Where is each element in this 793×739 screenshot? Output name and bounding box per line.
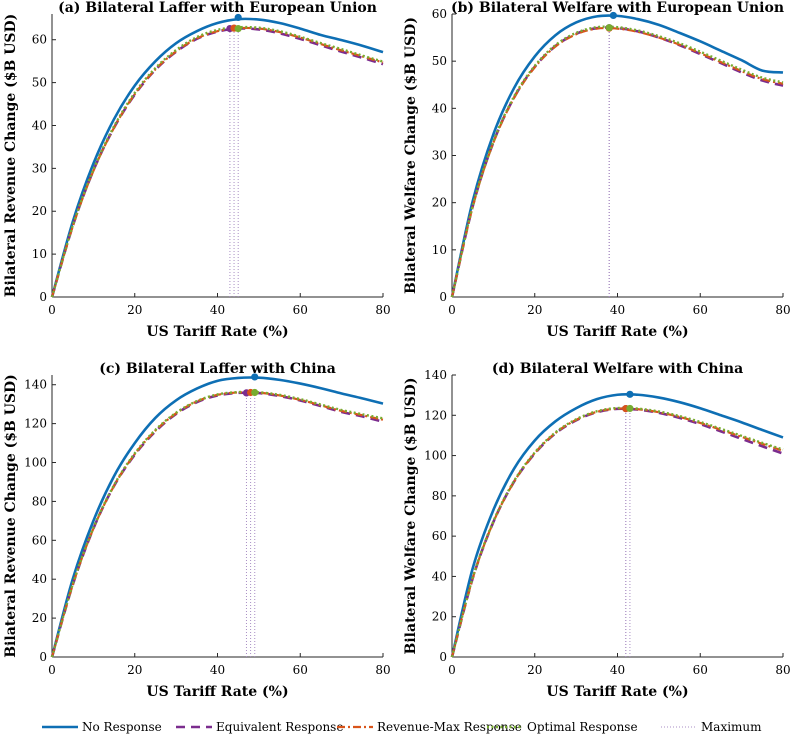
peak-marker-no-response <box>626 390 634 398</box>
legend-label: Revenue-Max Response <box>377 720 522 734</box>
y-tick-label: 120 <box>424 408 447 422</box>
y-tick-label: 100 <box>424 449 447 463</box>
x-axis-label: US Tariff Rate (%) <box>546 324 688 340</box>
series-line-optimal-response <box>50 390 384 658</box>
series-line-revenue-max-response <box>50 391 384 658</box>
x-tick-label: 20 <box>127 663 142 677</box>
series-line-revenue-max-response <box>450 26 784 298</box>
series-line-revenue-max-response <box>50 26 384 298</box>
y-tick-label: 20 <box>432 610 447 624</box>
x-tick-label: 60 <box>293 303 308 317</box>
y-tick-label: 10 <box>32 247 47 261</box>
y-tick-label: 0 <box>39 290 47 304</box>
y-tick-label: 0 <box>439 290 447 304</box>
y-tick-label: 60 <box>432 7 447 21</box>
y-tick-label: 40 <box>432 569 447 583</box>
chart-title: (d) Bilateral Welfare with China <box>492 361 743 377</box>
series-line-no-response <box>450 392 784 658</box>
y-tick-label: 60 <box>32 33 47 47</box>
chart-panel-d: (d) Bilateral Welfare with China 0 20 40 60 8… <box>403 361 791 700</box>
y-tick-label: 80 <box>432 489 447 503</box>
series-line-no-response <box>50 17 384 298</box>
chart-panel-a: (a) Bilateral Laffer with European Union… <box>3 0 391 340</box>
legend-label: Maximum <box>701 720 762 734</box>
x-tick-label: 60 <box>293 663 308 677</box>
y-tick-label: 20 <box>432 196 447 210</box>
peak-marker-no-response <box>234 13 242 22</box>
x-tick-label: 0 <box>48 303 56 317</box>
y-tick-label: 50 <box>32 76 47 90</box>
legend-label: No Response <box>82 720 162 734</box>
y-tick-label: 140 <box>424 368 447 382</box>
x-tick-label: 60 <box>693 663 708 677</box>
chart-title: (c) Bilateral Laffer with China <box>99 361 336 377</box>
y-tick-label: 10 <box>432 243 447 257</box>
chart-title: (a) Bilateral Laffer with European Union <box>58 0 377 16</box>
series-line-no-response <box>50 376 384 658</box>
x-tick-label: 40 <box>610 663 625 677</box>
y-tick-label: 30 <box>32 161 47 175</box>
x-tick-label: 20 <box>527 303 542 317</box>
x-tick-label: 20 <box>527 663 542 677</box>
y-tick-label: 40 <box>432 101 447 115</box>
x-tick-label: 60 <box>693 303 708 317</box>
series-line-equivalent-response <box>50 27 384 298</box>
series-line-equivalent-response <box>50 391 384 658</box>
x-tick-label: 80 <box>375 303 390 317</box>
y-tick-label: 0 <box>439 650 447 664</box>
x-tick-label: 40 <box>610 303 625 317</box>
x-axis-label: US Tariff Rate (%) <box>146 684 288 700</box>
y-tick-label: 140 <box>24 378 47 392</box>
x-tick-label: 0 <box>48 663 56 677</box>
peak-marker-optimal-response <box>251 388 259 397</box>
y-axis-label: Bilateral Revenue Change ($B USD) <box>3 374 19 658</box>
series-line-no-response <box>450 14 784 298</box>
legend-label: Equivalent Response <box>216 720 343 734</box>
y-tick-label: 40 <box>32 118 47 132</box>
y-tick-label: 80 <box>32 494 47 508</box>
y-tick-label: 20 <box>32 204 47 218</box>
y-tick-label: 40 <box>32 572 47 586</box>
y-tick-label: 20 <box>32 611 47 625</box>
peak-marker-optimal-response <box>626 404 634 413</box>
x-tick-label: 0 <box>448 303 456 317</box>
peak-marker-no-response <box>251 373 259 381</box>
x-axis-label: US Tariff Rate (%) <box>546 684 688 700</box>
x-tick-label: 40 <box>210 663 225 677</box>
chart-title: (b) Bilateral Welfare with European Unio… <box>451 0 784 16</box>
chart-panel-b: (b) Bilateral Welfare with European Unio… <box>403 0 791 340</box>
x-tick-label: 80 <box>375 663 390 677</box>
x-tick-label: 80 <box>775 663 790 677</box>
series-line-optimal-response <box>450 25 784 298</box>
x-tick-label: 40 <box>210 303 225 317</box>
series-line-equivalent-response <box>450 407 784 658</box>
peak-marker-optimal-response <box>605 24 613 32</box>
x-tick-label: 80 <box>775 303 790 317</box>
y-tick-label: 30 <box>432 149 447 163</box>
y-tick-label: 120 <box>24 417 47 431</box>
y-axis-label: Bilateral Welfare Change ($B USD) <box>403 378 419 655</box>
series-line-optimal-response <box>50 25 384 298</box>
y-tick-label: 60 <box>432 529 447 543</box>
chart-panel-c: (c) Bilateral Laffer with China 0 20 40 60 80… <box>3 361 391 700</box>
y-tick-label: 0 <box>39 650 47 664</box>
y-axis-label: Bilateral Revenue Change ($B USD) <box>3 14 19 298</box>
y-axis-label: Bilateral Welfare Change ($B USD) <box>403 17 419 294</box>
peak-marker-optimal-response <box>234 24 242 33</box>
series-line-optimal-response <box>450 406 784 658</box>
y-tick-label: 100 <box>24 456 47 470</box>
peak-marker-no-response <box>609 11 617 20</box>
x-axis-label: US Tariff Rate (%) <box>146 324 288 340</box>
y-tick-label: 50 <box>432 54 447 68</box>
y-tick-label: 60 <box>32 533 47 547</box>
series-line-revenue-max-response <box>450 407 784 658</box>
legend-label: Optimal Response <box>527 720 638 734</box>
x-tick-label: 20 <box>127 303 142 317</box>
x-tick-label: 0 <box>448 663 456 677</box>
legend: No Response Equivalent Response Revenue-Ma… <box>42 720 762 734</box>
